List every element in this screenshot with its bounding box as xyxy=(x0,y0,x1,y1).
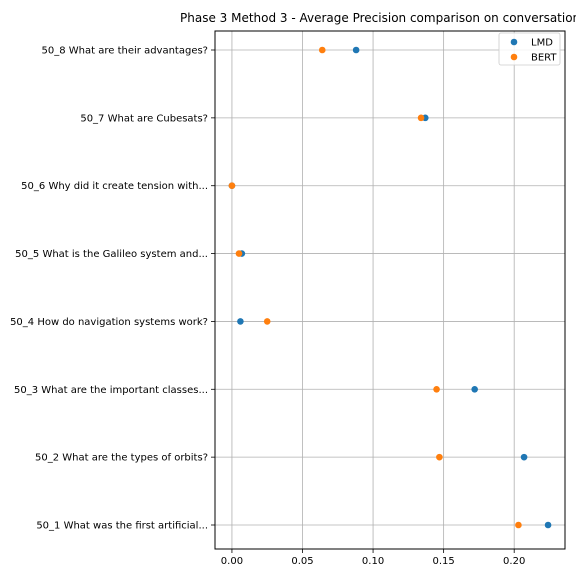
legend-label-lmd: LMD xyxy=(531,38,553,49)
point-lmd xyxy=(352,46,360,54)
y-tick-label: 50_2 What are the types of orbits? xyxy=(35,453,208,464)
y-tick-label: 50_1 What was the first artificial... xyxy=(36,521,208,532)
legend: LMD BERT xyxy=(498,32,561,66)
data-points xyxy=(228,46,552,529)
legend-marker-bert xyxy=(510,53,518,61)
point-bert xyxy=(436,453,443,461)
legend-label-bert: BERT xyxy=(531,53,557,64)
y-tick-label: 50_4 How do navigation systems work? xyxy=(10,317,208,328)
x-tick-label: 0.00 xyxy=(221,556,243,567)
x-tick-label: 0.15 xyxy=(432,556,454,567)
x-tick-label: 0.10 xyxy=(362,556,384,567)
point-lmd xyxy=(520,453,528,461)
point-bert xyxy=(228,182,236,190)
point-bert xyxy=(235,250,243,257)
point-lmd xyxy=(237,318,244,325)
x-tick-label: 0.20 xyxy=(503,556,525,567)
point-bert xyxy=(263,318,271,325)
y-tick-label: 50_8 What are their advantages? xyxy=(42,46,208,57)
point-lmd xyxy=(471,385,478,393)
point-bert xyxy=(318,46,326,54)
grid xyxy=(215,31,565,549)
x-axis: 0.00 0.05 0.10 0.15 0.20 xyxy=(221,549,525,567)
y-tick-label: 50_3 What are the important classes... xyxy=(14,385,208,396)
point-bert xyxy=(515,521,522,529)
point-bert xyxy=(433,385,440,393)
plot-frame xyxy=(214,30,566,550)
legend-marker-lmd xyxy=(510,38,518,46)
point-bert xyxy=(417,114,425,122)
y-axis: 50_1 What was the first artificial... 50_… xyxy=(10,46,215,532)
y-tick-label: 50_5 What is the Galileo system and... xyxy=(15,249,208,260)
y-tick-label: 50_6 Why did it create tension with... xyxy=(21,181,208,192)
y-tick-label: 50_7 What are Cubesats? xyxy=(80,113,208,124)
point-lmd xyxy=(544,521,552,529)
x-tick-label: 0.05 xyxy=(291,556,313,567)
chart-title: Phase 3 Method 3 - Average Precision com… xyxy=(180,11,576,25)
